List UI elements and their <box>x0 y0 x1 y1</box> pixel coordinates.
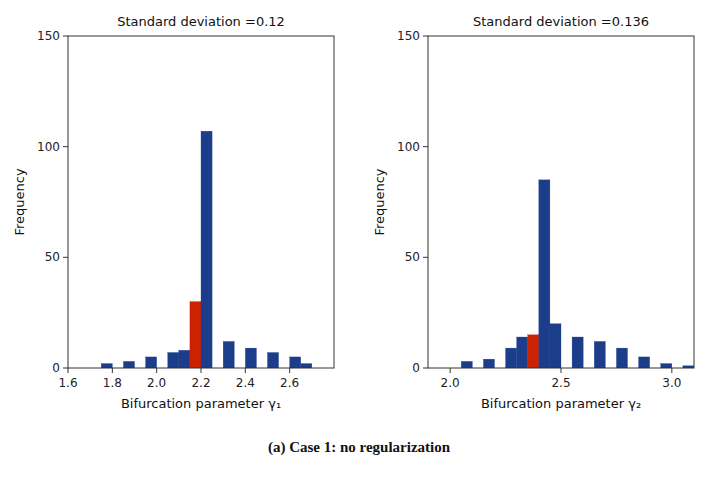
x-tick-label: 2.4 <box>236 376 255 390</box>
x-tick-label: 2.5 <box>551 376 570 390</box>
y-tick-label: 0 <box>52 361 60 375</box>
bar <box>268 353 279 368</box>
x-tick <box>289 368 290 373</box>
y-tick <box>423 257 428 258</box>
y-tick <box>423 368 428 369</box>
x-axis-label: Bifurcation parameter γ₁ <box>121 396 281 411</box>
x-tick <box>671 368 672 373</box>
x-tick-label: 2.2 <box>191 376 210 390</box>
bar <box>517 337 528 368</box>
bar <box>594 341 605 368</box>
y-tick <box>423 146 428 147</box>
y-tick <box>63 257 68 258</box>
plot-frame <box>428 36 694 368</box>
bar <box>179 350 190 368</box>
y-tick-label: 150 <box>397 29 420 43</box>
bar <box>245 348 256 368</box>
bar <box>123 361 134 368</box>
bars <box>461 180 694 368</box>
bar <box>616 348 627 368</box>
x-tick <box>68 368 69 373</box>
x-tick-label: 2.6 <box>280 376 299 390</box>
bar <box>483 359 494 368</box>
figure: 1.6 1.8 2.0 2.2 2.4 2.6 0 50 100 150 Standard devi… <box>0 0 718 482</box>
y-tick-label: 0 <box>412 361 420 375</box>
bar <box>301 364 312 368</box>
bar <box>461 361 472 368</box>
bar <box>572 337 583 368</box>
y-tick <box>423 36 428 37</box>
x-axis-label: Bifurcation parameter γ₂ <box>481 396 641 411</box>
plot-frame <box>68 36 334 368</box>
y-tick <box>63 36 68 37</box>
x-tick <box>245 368 246 373</box>
y-axis-label: Frequency <box>12 168 27 235</box>
y-tick-label: 100 <box>37 140 60 154</box>
chart-title: Standard deviation =0.12 <box>117 14 285 29</box>
y-axis-label: Frequency <box>372 168 387 235</box>
bar <box>539 180 550 368</box>
x-tick-label: 1.6 <box>58 376 77 390</box>
y-tick <box>63 146 68 147</box>
y-tick-label: 50 <box>405 250 420 264</box>
bar <box>661 364 672 368</box>
x-tick <box>561 368 562 373</box>
bar <box>506 348 517 368</box>
y-tick-label: 100 <box>397 140 420 154</box>
y-tick-label: 150 <box>37 29 60 43</box>
panel: 2.0 2.5 3.0 0 50 100 150 Standard deviation =0.… <box>372 14 694 411</box>
bar <box>101 364 112 368</box>
bar <box>223 341 234 368</box>
y-tick-label: 50 <box>45 250 60 264</box>
x-tick-label: 3.0 <box>662 376 681 390</box>
bar <box>190 302 201 368</box>
bar <box>168 353 179 368</box>
panel: 1.6 1.8 2.0 2.2 2.4 2.6 0 50 100 150 Standard devi… <box>12 14 334 411</box>
bar <box>528 335 539 368</box>
bar <box>639 357 650 368</box>
x-tick-label: 1.8 <box>103 376 122 390</box>
x-tick <box>450 368 451 373</box>
bar <box>146 357 157 368</box>
x-tick <box>201 368 202 373</box>
x-tick <box>112 368 113 373</box>
bar <box>550 324 561 368</box>
bars <box>101 131 312 368</box>
bar <box>290 357 301 368</box>
bar <box>201 131 212 368</box>
x-tick-label: 2.0 <box>147 376 166 390</box>
x-tick <box>156 368 157 373</box>
y-tick <box>63 368 68 369</box>
caption: (a) Case 1: no regularization <box>268 439 451 456</box>
x-tick-label: 2.0 <box>441 376 460 390</box>
chart-title: Standard deviation =0.136 <box>473 14 649 29</box>
